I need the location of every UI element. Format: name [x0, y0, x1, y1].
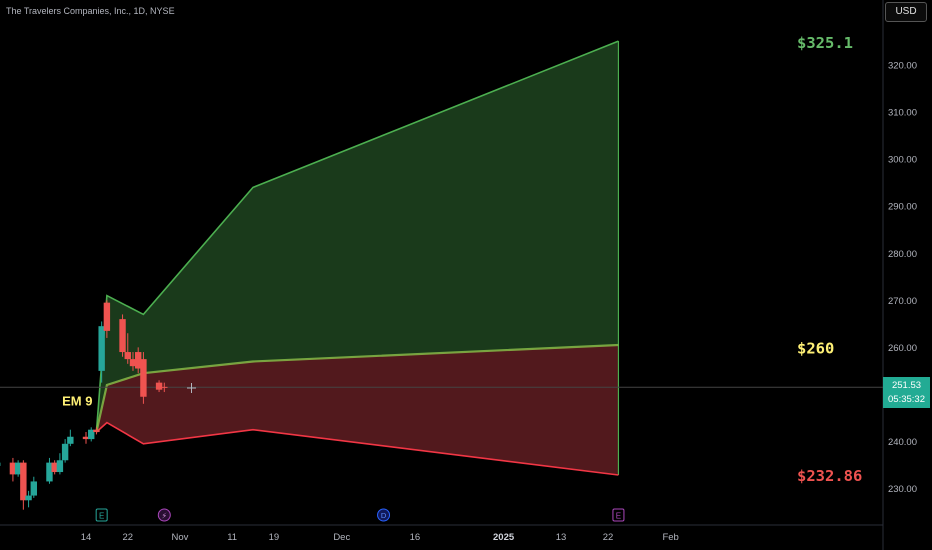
mid-target-label: $260 — [797, 339, 834, 357]
candle-body — [30, 481, 37, 496]
candle — [98, 321, 105, 383]
time-tick-label: 19 — [269, 532, 280, 543]
candle — [135, 347, 142, 374]
candle-body — [161, 386, 168, 388]
candle — [129, 352, 137, 371]
candle — [46, 457, 53, 484]
candle-body — [124, 352, 131, 360]
time-tick-label: 11 — [227, 532, 237, 543]
earnings-event-marker: E — [95, 508, 108, 522]
price-tick-label: 320.00 — [888, 61, 917, 72]
time-tick-label: Feb — [662, 532, 678, 543]
candle-body — [61, 443, 69, 461]
lower-target-label: $232.86 — [797, 467, 862, 485]
candle-body — [9, 462, 17, 475]
candle-body — [51, 462, 58, 473]
price-tick-label: 310.00 — [888, 108, 917, 119]
time-tick-label: 2025 — [493, 532, 515, 543]
price-tick-label: 230.00 — [888, 484, 917, 495]
candle — [124, 333, 131, 364]
candle-body — [14, 462, 22, 475]
price-tick-label: 240.00 — [888, 437, 917, 448]
current-price-badge: 251.53 05:35:32 — [883, 377, 930, 408]
candle-body — [93, 429, 100, 433]
candle — [61, 439, 69, 463]
lightning-event-marker: ⚡ — [157, 508, 171, 522]
candle-body — [119, 319, 126, 353]
lightning-icon-glyph: ⚡ — [161, 512, 167, 521]
candle-body — [20, 462, 27, 501]
candle — [51, 460, 58, 475]
earnings-icon — [612, 508, 625, 522]
lightning-icon — [157, 508, 171, 522]
candle — [20, 460, 27, 510]
em-label: EM 9 — [62, 394, 92, 409]
candle — [56, 453, 64, 475]
dividend-event-marker: D — [377, 508, 391, 522]
time-tick-label: 16 — [410, 532, 421, 543]
candle-body — [82, 436, 90, 440]
candle — [140, 352, 147, 404]
candle-body — [129, 359, 137, 367]
earnings-icon — [95, 508, 108, 522]
earnings-event-marker: E — [612, 508, 625, 522]
candle-body — [46, 462, 53, 482]
upper-band-fill — [96, 41, 619, 432]
bar-countdown: 05:35:32 — [888, 394, 925, 405]
price-tick-label: 290.00 — [888, 202, 917, 213]
candle — [67, 429, 74, 447]
time-axis[interactable]: 14 22 Nov 11 19 Dec 16 2025 13 22 Feb — [81, 532, 679, 543]
candle-body — [25, 495, 32, 501]
time-tick-label: 22 — [122, 532, 133, 543]
time-tick-label: 14 — [81, 532, 92, 543]
earnings-icon-letter: E — [616, 512, 621, 521]
candle-body — [67, 436, 74, 444]
dividend-icon-letter: D — [381, 511, 387, 520]
candle-body — [98, 326, 105, 371]
dividend-icon — [377, 508, 391, 522]
time-tick-label: 13 — [556, 532, 567, 543]
lower-band-line — [95, 421, 619, 476]
time-tick-label: Nov — [172, 532, 189, 543]
candle — [119, 314, 126, 357]
candle-body — [103, 302, 111, 331]
candle — [25, 490, 32, 508]
symbol-title: The Travelers Companies, Inc., 1D, NYSE — [6, 6, 175, 16]
candle — [103, 300, 111, 338]
time-tick-label: 22 — [603, 532, 614, 543]
candle — [93, 427, 100, 435]
earnings-icon-letter: E — [99, 512, 104, 521]
candle — [9, 457, 17, 482]
price-tick-label: 300.00 — [888, 155, 917, 166]
candle — [88, 427, 95, 442]
candle — [161, 382, 168, 393]
candle-body — [155, 382, 163, 390]
time-tick-label: Dec — [333, 532, 350, 543]
price-tick-label: 260.00 — [888, 343, 917, 354]
candle-body — [135, 352, 142, 369]
candle — [30, 476, 37, 498]
price-tick-label: 280.00 — [888, 249, 917, 260]
event-markers[interactable]: E ⚡ D E — [95, 508, 625, 522]
candle — [155, 380, 163, 393]
upper-target-label: $325.1 — [797, 34, 853, 52]
price-tick-label: 270.00 — [888, 296, 917, 307]
candlestick-series — [0, 300, 168, 510]
candle — [14, 460, 22, 477]
candle-body — [88, 429, 95, 440]
lower-band-fill — [96, 345, 619, 475]
candle-body — [56, 460, 64, 473]
candle-body — [140, 359, 147, 397]
currency-button[interactable]: USD — [885, 2, 927, 22]
current-price-value: 251.53 — [891, 380, 922, 391]
band-labels: $325.1 $260 $232.86 EM 9 — [62, 34, 862, 485]
crosshair-cursor — [187, 383, 196, 393]
candle — [82, 432, 90, 444]
